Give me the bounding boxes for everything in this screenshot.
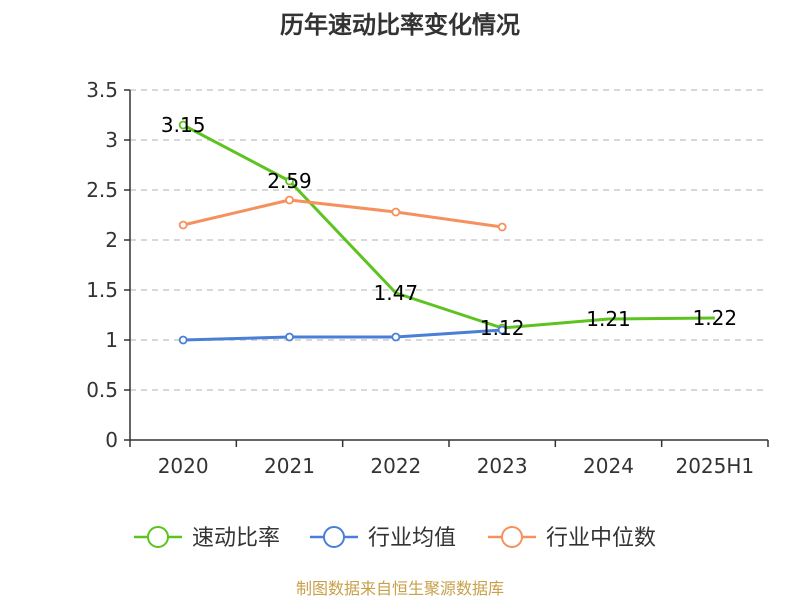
data-point[interactable]	[285, 195, 294, 205]
series-line-1	[182, 123, 715, 330]
axes: 0 0.5 1 1.5 2 2.5 3 3.5 2020 2021 2022 2023 2024 2025…	[86, 78, 769, 478]
y-tick-label: 1	[105, 328, 118, 352]
grid	[130, 89, 768, 391]
x-tick-label: 2024	[583, 454, 634, 478]
y-tick-label: 3	[105, 128, 118, 152]
legend-marker	[323, 526, 345, 548]
legend-marker	[147, 526, 169, 548]
data-label: 3.15	[161, 113, 206, 137]
data-point[interactable]	[391, 207, 401, 217]
data-label: 1.47	[374, 281, 419, 305]
data-point[interactable]	[285, 176, 294, 186]
series-layer	[178, 120, 715, 345]
data-label: 1.21	[586, 307, 631, 331]
legend-item-2[interactable]: 行业均值	[310, 526, 456, 551]
x-tick-label: 2023	[477, 454, 528, 478]
data-point[interactable]	[285, 332, 294, 342]
y-tick-label: 2	[105, 228, 118, 252]
chart-title: 历年速动比率变化情况	[280, 11, 520, 39]
data-label: 1.22	[693, 306, 738, 330]
legend[interactable]: 速动比率 行业均值 行业中位数	[134, 526, 656, 551]
legend-item-1[interactable]: 速动比率	[134, 526, 280, 551]
y-tick-label: 2.5	[86, 178, 118, 202]
legend-marker	[501, 526, 523, 548]
y-tick-label: 0	[105, 428, 118, 452]
data-point[interactable]	[497, 222, 507, 232]
legend-label: 行业均值	[368, 526, 456, 551]
x-tick-label: 2025H1	[675, 454, 754, 478]
legend-item-3[interactable]: 行业中位数	[488, 526, 656, 551]
x-tick-label: 2020	[158, 454, 209, 478]
source-note: 制图数据来自恒生聚源数据库	[296, 579, 504, 598]
data-point[interactable]	[391, 332, 401, 342]
data-label: 1.12	[480, 316, 525, 340]
x-tick-label: 2021	[264, 454, 315, 478]
y-tick-label: 1.5	[86, 278, 118, 302]
y-tick-label: 3.5	[86, 78, 118, 102]
x-tick-label: 2022	[370, 454, 421, 478]
series-line-2	[183, 328, 503, 342]
legend-label: 行业中位数	[546, 526, 656, 551]
y-tick-label: 0.5	[86, 378, 118, 402]
data-label: 2.59	[267, 169, 312, 193]
data-point[interactable]	[178, 335, 188, 345]
data-point[interactable]	[178, 220, 188, 230]
data-point[interactable]	[497, 325, 507, 335]
data-point[interactable]	[178, 120, 188, 130]
legend-label: 速动比率	[192, 526, 280, 551]
series-line-3	[182, 198, 503, 229]
data-labels: 3.15 2.59 1.47 1.12 1.21 1.22	[161, 113, 737, 340]
